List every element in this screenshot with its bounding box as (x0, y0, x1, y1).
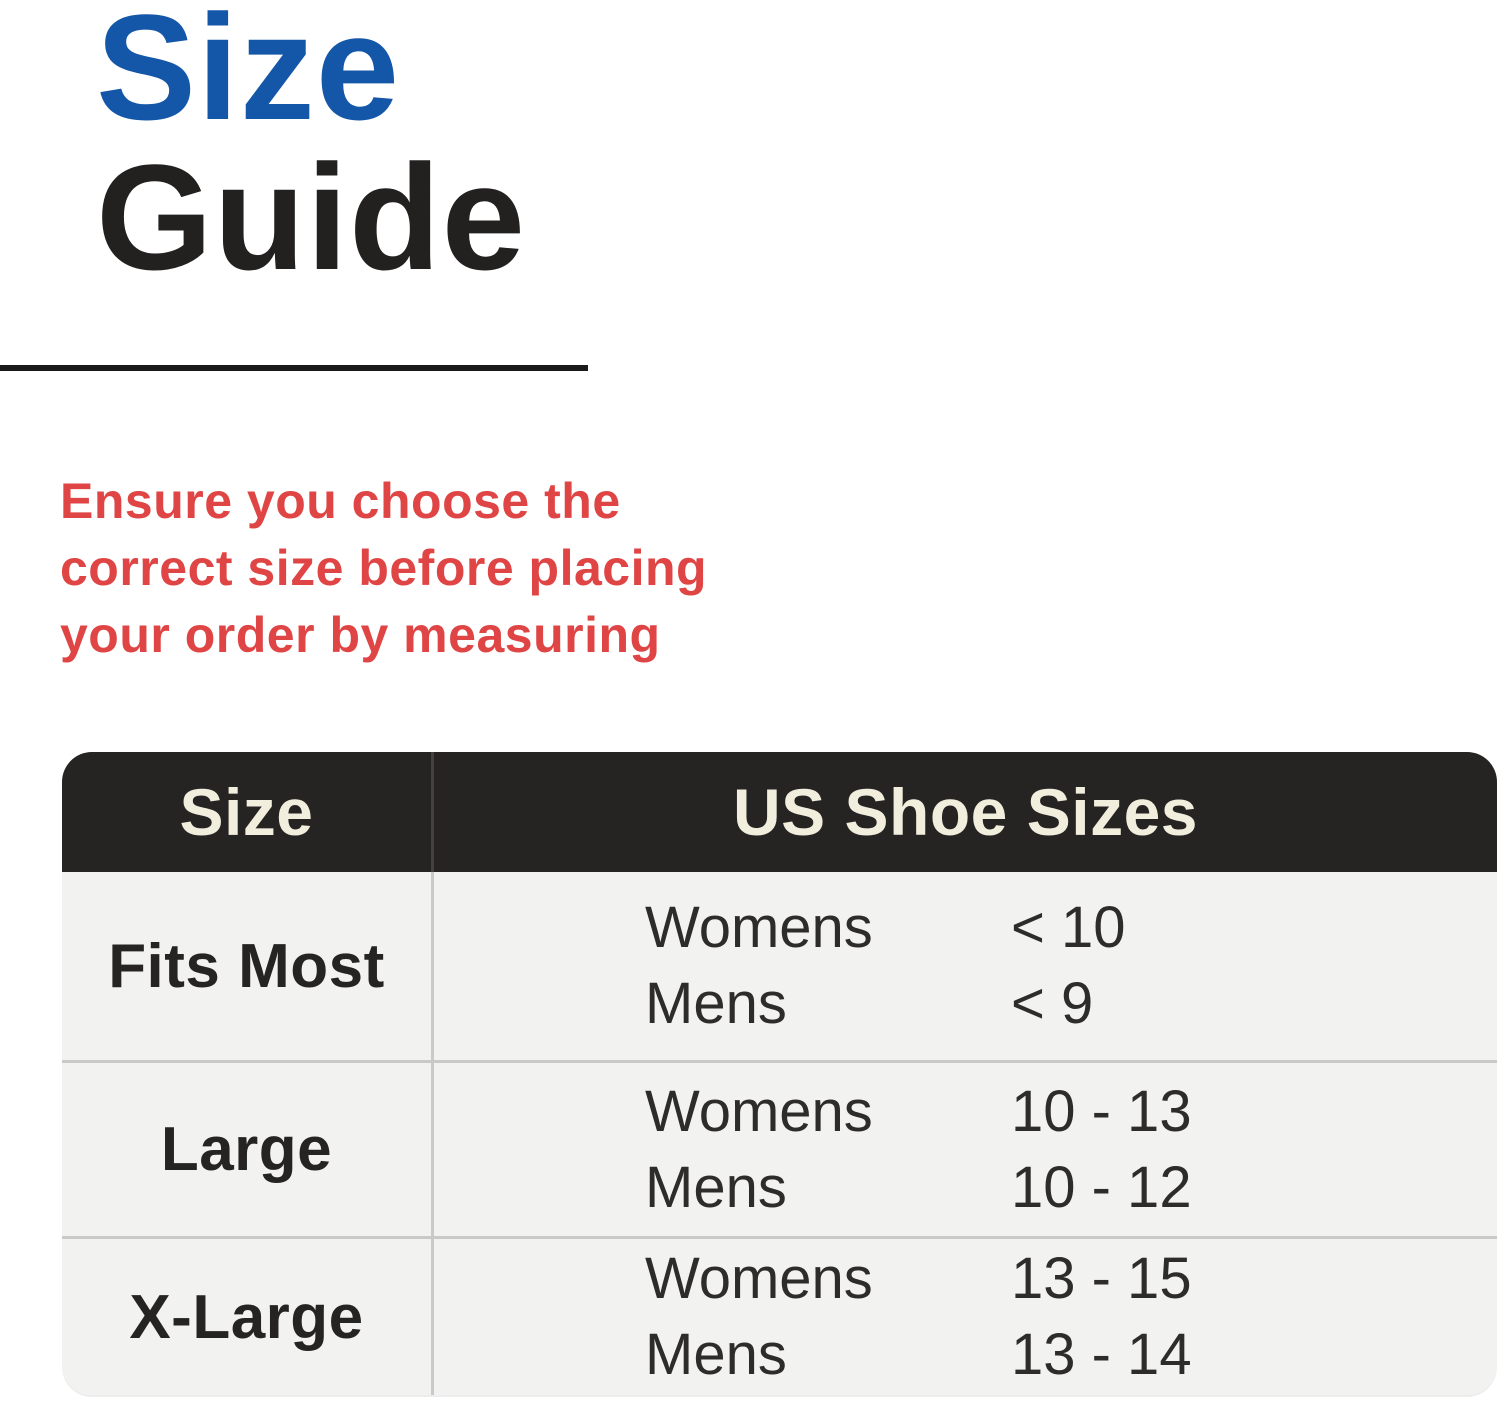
page-title-word-size: Size (96, 0, 401, 151)
entry-value: 10 - 12 (1011, 1154, 1192, 1220)
size-entry: Mens < 9 (645, 968, 1497, 1040)
page-title-word-guide: Guide (96, 133, 527, 301)
entry-label: Mens (645, 1154, 787, 1220)
table-header-row: Size US Shoe Sizes (62, 752, 1497, 872)
us-sizes-cell: Womens < 10 Mens < 9 (434, 872, 1497, 1060)
page-title: Size Guide (96, 0, 526, 292)
entry-value: < 10 (1011, 895, 1126, 960)
title-underline-rule (0, 365, 588, 371)
table-row: Large Womens 10 - 13 Mens 10 - 12 (62, 1060, 1497, 1236)
size-entry: Mens 10 - 12 (645, 1152, 1497, 1224)
entry-label: Womens (645, 895, 873, 960)
entry-value: 13 - 15 (1011, 1246, 1192, 1311)
header-cell-us-shoe-sizes: US Shoe Sizes (733, 775, 1198, 849)
header-cell-size: Size (62, 752, 434, 872)
entry-label: Mens (645, 971, 787, 1036)
size-warning-text: Ensure you choose the correct size befor… (60, 468, 707, 669)
size-warning-line-3: your order by measuring (60, 607, 661, 663)
size-warning-line-1: Ensure you choose the (60, 473, 621, 529)
size-entry: Mens 13 - 14 (645, 1319, 1497, 1391)
size-chart-table: Size US Shoe Sizes Fits Most Womens < 10… (62, 752, 1497, 1395)
size-cell: X-Large (62, 1239, 434, 1395)
size-cell: Large (62, 1063, 434, 1236)
size-cell: Fits Most (62, 872, 434, 1060)
size-entry: Womens < 10 (645, 892, 1497, 964)
table-row: X-Large Womens 13 - 15 Mens 13 - 14 (62, 1236, 1497, 1395)
entry-label: Womens (645, 1078, 873, 1144)
table-row: Fits Most Womens < 10 Mens < 9 (62, 872, 1497, 1060)
entry-value: 13 - 14 (1011, 1322, 1192, 1387)
size-entry: Womens 13 - 15 (645, 1243, 1497, 1315)
entry-label: Mens (645, 1322, 787, 1387)
us-sizes-cell: Womens 10 - 13 Mens 10 - 12 (434, 1063, 1497, 1236)
size-entry: Womens 10 - 13 (645, 1076, 1497, 1148)
entry-label: Womens (645, 1246, 873, 1311)
us-sizes-cell: Womens 13 - 15 Mens 13 - 14 (434, 1239, 1497, 1395)
entry-value: 10 - 13 (1011, 1078, 1192, 1144)
size-warning-line-2: correct size before placing (60, 540, 708, 596)
entry-value: < 9 (1011, 971, 1094, 1036)
